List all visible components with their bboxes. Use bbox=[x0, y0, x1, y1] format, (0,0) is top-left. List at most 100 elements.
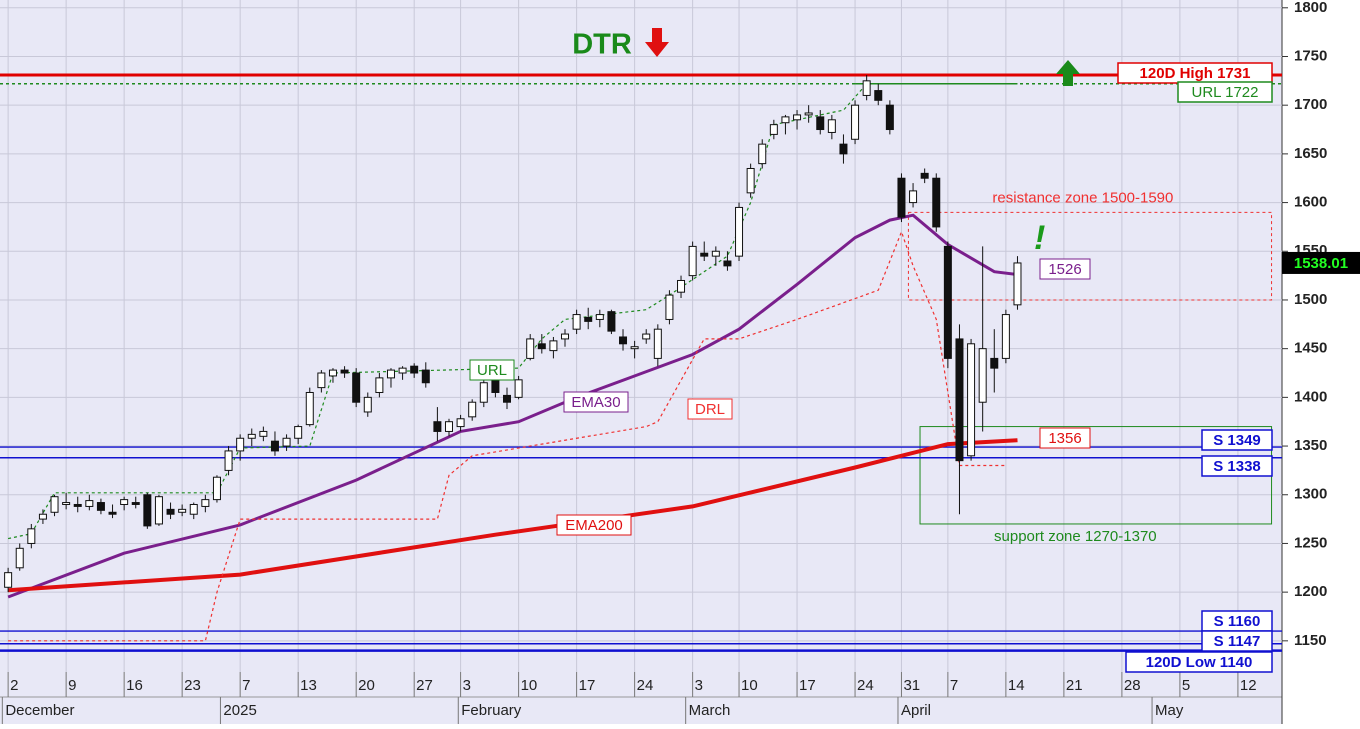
candle-body bbox=[978, 348, 987, 403]
candle-body bbox=[398, 367, 407, 374]
candle-body bbox=[885, 104, 894, 131]
indicator-line bbox=[7, 83, 1018, 540]
candle-body bbox=[607, 311, 616, 332]
candle-body bbox=[967, 343, 976, 457]
y-tick-label: 1750 bbox=[1294, 47, 1327, 64]
candle-body bbox=[642, 333, 651, 340]
last-price-box bbox=[1282, 251, 1360, 274]
x-tick-label: 14 bbox=[1008, 677, 1025, 694]
candle-body bbox=[131, 502, 140, 505]
candle-body bbox=[120, 499, 129, 505]
candle-body bbox=[1013, 262, 1022, 306]
candle-body bbox=[15, 547, 24, 569]
level-label: 120D Low 1140 bbox=[1146, 654, 1253, 671]
line-tag: EMA30 bbox=[571, 394, 620, 411]
date-axis bbox=[0, 672, 1282, 724]
candle-body bbox=[955, 338, 964, 462]
candle-body bbox=[1001, 314, 1010, 359]
candle-body bbox=[665, 294, 674, 320]
line-tag-box bbox=[469, 359, 515, 381]
candle-body bbox=[189, 503, 198, 515]
candle-body bbox=[827, 119, 836, 133]
y-tick-label: 1450 bbox=[1294, 340, 1327, 357]
candle-body bbox=[781, 116, 790, 124]
candle-body bbox=[294, 426, 303, 439]
x-tick-label: 5 bbox=[1182, 677, 1190, 694]
zone bbox=[907, 211, 1273, 301]
x-tick-label: 24 bbox=[857, 677, 874, 694]
level-label-box bbox=[1201, 630, 1273, 652]
candle-body bbox=[224, 450, 233, 471]
candle-body bbox=[491, 379, 500, 393]
candle-body bbox=[549, 340, 558, 352]
level-label: S 1147 bbox=[1214, 633, 1261, 650]
last-price: 1538.01 bbox=[1294, 255, 1348, 272]
candle-body bbox=[247, 433, 256, 439]
candle-body bbox=[282, 437, 291, 447]
level-label: S 1160 bbox=[1214, 613, 1261, 630]
x-tick-label: 17 bbox=[799, 677, 816, 694]
candle-body bbox=[108, 511, 117, 515]
line-tag-box bbox=[556, 514, 632, 536]
candle-body bbox=[816, 116, 825, 131]
candle-body bbox=[758, 143, 767, 165]
candle-body bbox=[456, 418, 465, 428]
y-tick-label: 1200 bbox=[1294, 583, 1327, 600]
candle-body bbox=[270, 440, 279, 452]
x-tick-label: 3 bbox=[695, 677, 703, 694]
x-tick-label: 31 bbox=[903, 677, 920, 694]
x-tick-label: 10 bbox=[741, 677, 758, 694]
candle-body bbox=[561, 333, 570, 340]
candle-body bbox=[932, 177, 941, 228]
candle-body bbox=[572, 314, 581, 330]
candle-body bbox=[27, 528, 36, 544]
candle-body bbox=[584, 316, 593, 322]
candle-body bbox=[236, 437, 245, 452]
y-tick-label: 1600 bbox=[1294, 194, 1327, 211]
candle-body bbox=[352, 372, 361, 403]
level-label-box bbox=[1201, 429, 1273, 451]
y-tick-label: 1650 bbox=[1294, 145, 1327, 162]
candle-body bbox=[468, 401, 477, 418]
candle-body bbox=[630, 346, 639, 350]
candle-body bbox=[990, 357, 999, 369]
candle-body bbox=[85, 500, 94, 507]
x-tick-label: 23 bbox=[184, 677, 201, 694]
candle-body bbox=[711, 250, 720, 257]
x-tick-label: 12 bbox=[1240, 677, 1257, 694]
candle-body bbox=[537, 343, 546, 350]
candle-body bbox=[166, 508, 175, 515]
x-tick-label: 7 bbox=[950, 677, 958, 694]
candle-body bbox=[4, 572, 13, 588]
candle-body bbox=[653, 328, 662, 359]
month-label: December bbox=[5, 702, 74, 719]
y-tick-label: 1800 bbox=[1294, 0, 1327, 16]
candle-body bbox=[526, 338, 535, 359]
candle-body bbox=[874, 90, 883, 101]
plot-area bbox=[0, 0, 1282, 672]
candle-body bbox=[317, 372, 326, 389]
indicator-line bbox=[7, 438, 1018, 593]
up-arrow bbox=[1056, 60, 1080, 86]
line-tag-box bbox=[687, 398, 733, 420]
candle-body bbox=[305, 391, 314, 426]
x-tick-label: 28 bbox=[1124, 677, 1141, 694]
x-tick-label: 24 bbox=[637, 677, 654, 694]
level-label-box bbox=[1125, 651, 1273, 673]
x-tick-label: 13 bbox=[300, 677, 317, 694]
x-tick-label: 17 bbox=[579, 677, 596, 694]
level-label-box bbox=[1177, 81, 1273, 103]
indicator-line bbox=[7, 213, 1018, 599]
candle-body bbox=[96, 502, 105, 511]
candle-body bbox=[143, 494, 152, 527]
level-label: S 1349 bbox=[1213, 432, 1261, 449]
candle-body bbox=[514, 379, 523, 398]
y-tick-label: 1150 bbox=[1294, 632, 1327, 649]
down-arrow bbox=[645, 28, 669, 57]
month-label: February bbox=[461, 702, 522, 719]
candle-body bbox=[595, 314, 604, 320]
candle-body bbox=[943, 245, 952, 359]
candle-body bbox=[410, 365, 419, 374]
line-tag: DRL bbox=[695, 401, 725, 418]
